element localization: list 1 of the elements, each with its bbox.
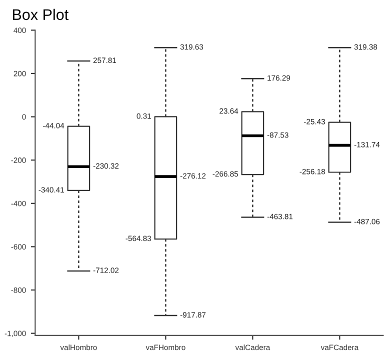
chart-title: Box Plot [12,8,69,20]
